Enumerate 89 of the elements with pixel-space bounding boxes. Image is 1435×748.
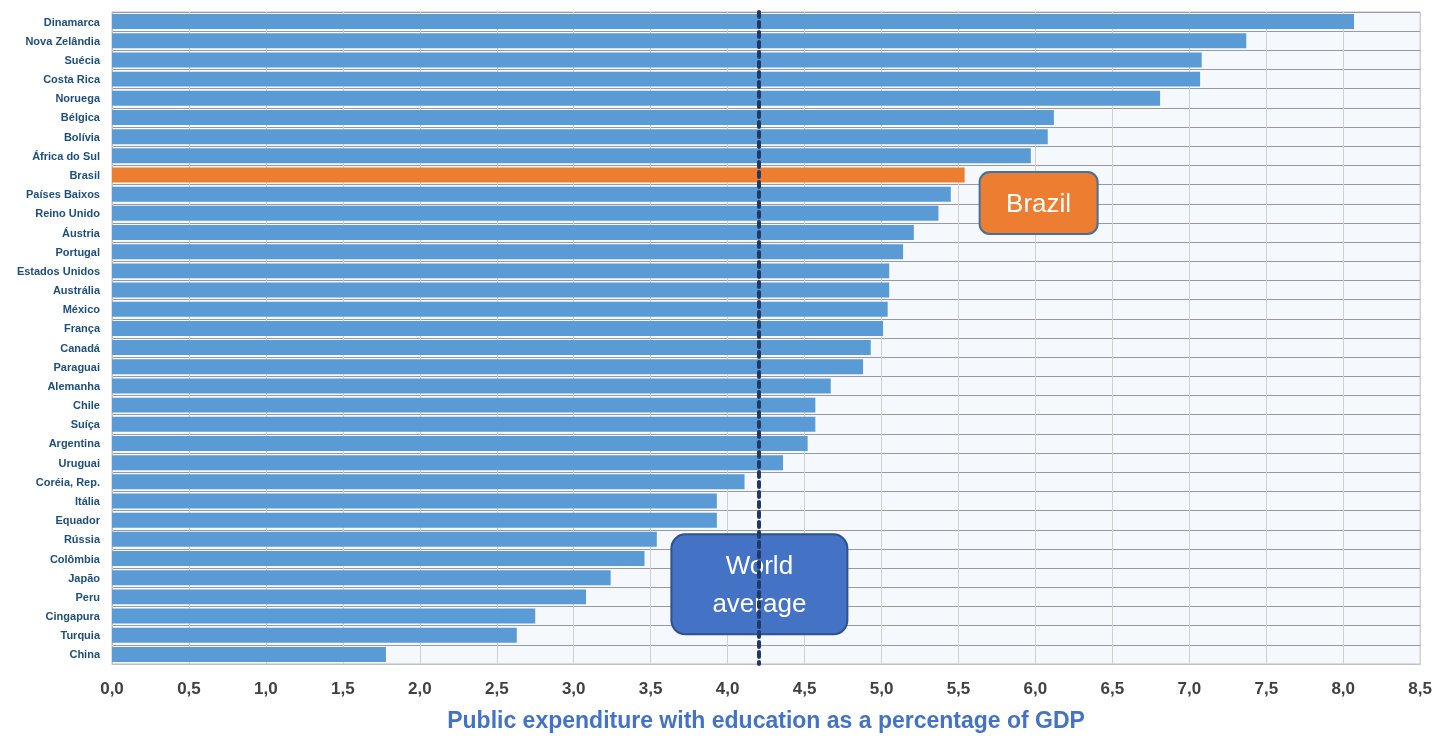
y-tick-label: Nova Zelândia [25, 34, 101, 47]
y-tick-label: Canadá [60, 341, 101, 354]
x-tick-label: 2,5 [484, 679, 509, 698]
x-tick-label: 6,5 [1100, 679, 1125, 698]
y-tick-label: França [63, 322, 101, 335]
bar [112, 493, 717, 509]
x-tick-label: 2,0 [407, 679, 432, 698]
y-tick-label: Coréia, Rep. [35, 475, 100, 488]
x-tick-label: 8,5 [1408, 679, 1432, 698]
bar [112, 225, 914, 241]
bar [112, 167, 965, 183]
y-tick-label: Noruega [55, 92, 101, 105]
y-tick-label: China [69, 648, 101, 661]
bar [112, 646, 386, 662]
bar [112, 282, 890, 298]
x-tick-label: 4,0 [715, 679, 740, 698]
bar [112, 397, 816, 413]
x-axis-title: Public expenditure with education as a percentage of GDP [447, 706, 1085, 733]
bar [112, 52, 1202, 68]
y-tick-label: Estados Unidos [16, 264, 100, 277]
x-tick-label: 1,0 [254, 679, 278, 698]
x-tick-label: 1,5 [331, 679, 355, 698]
y-tick-label: Dinamarca [43, 15, 101, 28]
y-tick-label: Cingapura [45, 610, 101, 623]
x-tick-label: 7,0 [1177, 679, 1202, 698]
bar [112, 320, 884, 336]
x-tick-label: 4,5 [792, 679, 817, 698]
y-tick-label: Suíça [70, 418, 101, 431]
bar [112, 627, 517, 643]
bar [112, 33, 1247, 49]
bar [112, 109, 1054, 125]
bar [112, 90, 1161, 106]
bar [112, 129, 1048, 145]
y-tick-label: Áustria [62, 226, 101, 239]
bar [112, 551, 645, 567]
y-tick-label: Países Baixos [26, 188, 100, 201]
y-tick-label: Chile [73, 399, 100, 412]
bar [112, 205, 939, 221]
y-tick-label: Suécia [64, 53, 101, 66]
x-tick-label: 8,0 [1331, 679, 1356, 698]
bar [112, 71, 1201, 87]
annotation: Brazil [1006, 188, 1072, 218]
bar [112, 263, 890, 279]
x-tick-label: 7,5 [1254, 679, 1279, 698]
y-tick-label: Bolívia [63, 130, 101, 143]
bar [112, 570, 611, 586]
y-tick-label: Argentina [48, 437, 101, 450]
bar [112, 608, 536, 624]
bar [112, 301, 888, 317]
bar [112, 435, 808, 451]
y-tick-label: Portugal [55, 245, 100, 258]
bar [112, 474, 745, 490]
y-tick-label: Colômbia [49, 552, 101, 565]
x-tick-label: 0,0 [100, 679, 124, 698]
bar [112, 512, 717, 528]
y-tick-label: Brasil [69, 169, 100, 181]
bar [112, 244, 904, 260]
bar [112, 416, 816, 432]
y-tick-label: Alemanha [47, 379, 101, 392]
bar [112, 455, 784, 471]
x-tick-label: 0,5 [177, 679, 201, 698]
y-tick-label: Uruguai [58, 456, 100, 469]
x-tick-label: 3,5 [638, 679, 663, 698]
y-tick-label: Itália [74, 495, 101, 507]
y-tick-label: Turquia [60, 629, 101, 642]
bar [112, 359, 864, 375]
y-tick-label: Bélgica [60, 111, 101, 124]
bar [112, 14, 1355, 30]
x-tick-label: 6,0 [1023, 679, 1048, 698]
y-tick-label: Equador [55, 514, 101, 527]
y-tick-label: Rússia [63, 533, 101, 546]
bar [112, 340, 871, 356]
bar [112, 589, 587, 605]
x-tick-label: 5,5 [946, 679, 971, 698]
bar [112, 378, 831, 394]
y-tick-label: México [62, 303, 101, 316]
bar [112, 148, 1031, 164]
y-tick-label: África do Sul [32, 149, 100, 162]
bar [112, 186, 951, 202]
y-tick-label: Reino Unido [35, 207, 101, 220]
y-tick-label: Paraguai [53, 360, 100, 373]
y-tick-label: Japão [68, 571, 101, 584]
y-tick-label: Costa Rica [43, 73, 101, 86]
ref-line-label: World average [712, 550, 807, 619]
y-tick-label: Peru [75, 590, 100, 603]
x-tick-label: 5,0 [869, 679, 894, 698]
x-tick-label: 3,0 [561, 679, 586, 698]
y-tick-label: Austrália [52, 284, 101, 297]
bar [112, 531, 657, 547]
